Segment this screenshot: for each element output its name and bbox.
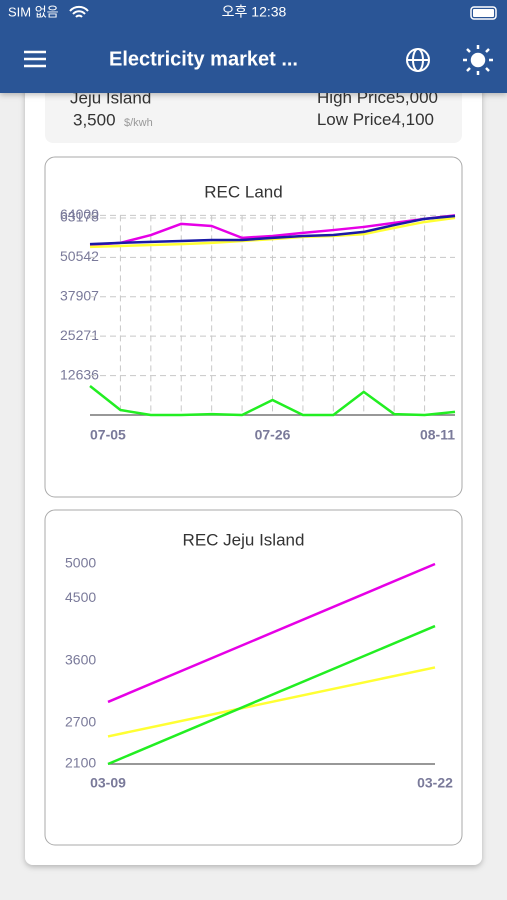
chart-card: [44, 509, 463, 846]
y-tick-label: 4500: [65, 589, 96, 605]
series-line: [89, 214, 456, 246]
x-tick-label: 03-22: [417, 775, 453, 791]
y-tick-label: 63178: [60, 209, 99, 225]
battery-icon: [470, 6, 497, 20]
chart-title: REC Jeju Island: [183, 530, 305, 549]
region: Jeju Island: [70, 88, 151, 107]
carrier: SIM 없음: [8, 4, 59, 19]
menu-button[interactable]: [24, 50, 46, 68]
price: 3,500: [73, 110, 116, 129]
series-line: [107, 666, 436, 738]
chart-card: [44, 156, 463, 498]
chart-title: REC Land: [204, 182, 282, 201]
y-tick-label: 12636: [60, 366, 99, 382]
battery-level: [473, 9, 494, 17]
y-tick-label: 3600: [65, 651, 96, 667]
language-button[interactable]: [406, 48, 430, 72]
y-tick-label: 64000: [60, 206, 99, 222]
summary-card: [45, 80, 462, 143]
series-line: [107, 562, 436, 704]
x-tick-label: 08-11: [420, 427, 455, 443]
low-label: Low Price: [317, 110, 392, 129]
theme-button[interactable]: [463, 45, 493, 75]
high-value: 5,000: [395, 88, 438, 107]
high-price: High Price5,000: [317, 88, 438, 107]
series-line: [89, 214, 456, 247]
y-tick-label: 5000: [65, 555, 96, 571]
low-price: Low Price4,100: [317, 110, 434, 129]
x-tick-label: 07-26: [255, 427, 291, 443]
y-tick-label: 37907: [60, 287, 99, 303]
wifi-icon: [69, 5, 89, 18]
high-label: High Price: [317, 88, 395, 107]
series-line: [107, 624, 436, 766]
unit: $/kwh: [124, 117, 153, 129]
app-bar: [0, 0, 507, 93]
y-tick-label: 2100: [65, 755, 96, 771]
y-tick-label: 25271: [60, 327, 99, 343]
clock: 오후 12:38: [222, 4, 287, 20]
low-value: 4,100: [391, 110, 434, 129]
x-tick-label: 03-09: [90, 775, 126, 791]
y-tick-label: 50542: [60, 248, 99, 264]
y-tick-label: 2700: [65, 713, 96, 729]
x-tick-label: 07-05: [90, 427, 126, 443]
series-line: [89, 385, 456, 417]
app-title: Electricity market ...: [109, 48, 298, 70]
